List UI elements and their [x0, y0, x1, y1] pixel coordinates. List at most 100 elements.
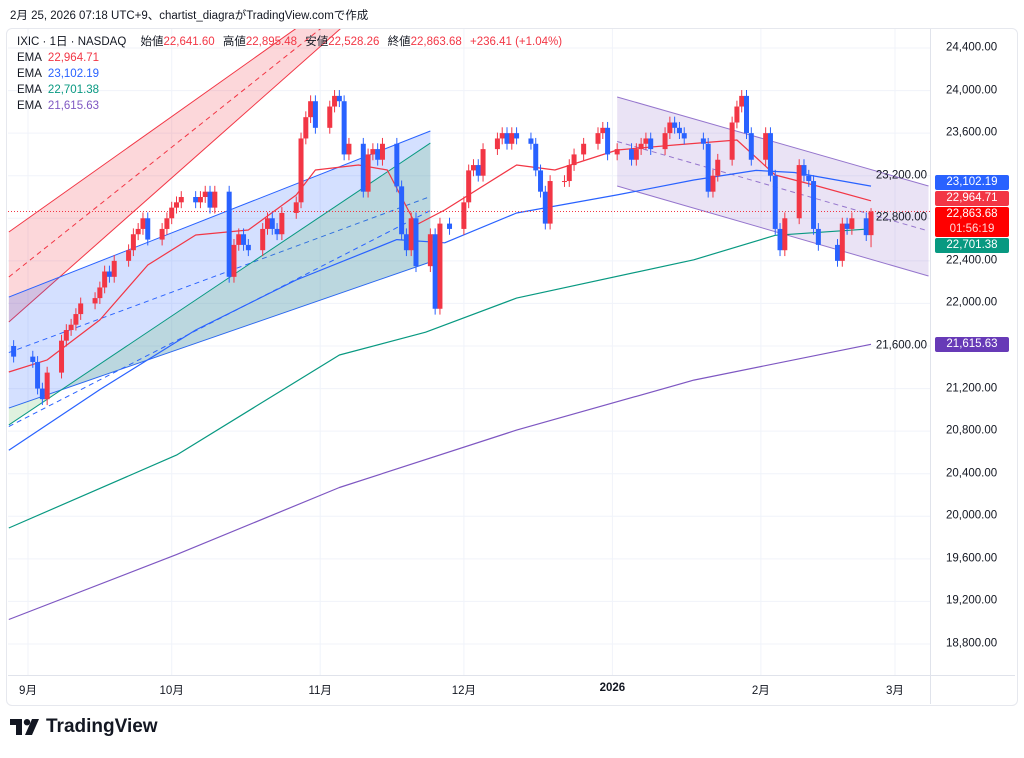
candle-body: [672, 122, 678, 128]
candle: [648, 132, 654, 155]
candle-body: [629, 149, 635, 160]
candle: [581, 137, 587, 161]
channel-upper-line: [8, 29, 297, 233]
candle: [126, 244, 132, 267]
candle: [629, 143, 635, 166]
candle-body: [265, 218, 270, 229]
channel-midline: [8, 196, 431, 354]
candle-body: [394, 143, 400, 187]
candle: [643, 132, 649, 150]
candle: [528, 132, 534, 150]
candle: [92, 292, 98, 310]
candle-body: [638, 143, 644, 150]
candle-body: [269, 218, 275, 229]
candle: [811, 175, 817, 235]
candle-body: [504, 133, 510, 144]
candle-body: [173, 202, 179, 208]
candle-body: [92, 298, 98, 304]
candle-body: [130, 234, 136, 251]
candle-body: [676, 127, 682, 134]
candle-body: [595, 133, 601, 144]
legend: IXIC · 1日 · NASDAQ 始値22,641.60 高値22,895.…: [17, 34, 562, 114]
candles: [11, 90, 874, 406]
ema-line-2: [8, 169, 872, 451]
change-value: +236.41 (+1.04%): [469, 36, 563, 48]
candle-body: [102, 271, 108, 288]
candle-body: [399, 186, 405, 235]
candle-body: [566, 165, 572, 182]
candle-body: [303, 117, 309, 139]
candle: [868, 208, 874, 248]
candle: [480, 143, 486, 182]
y-tick-label: 22,800.00: [875, 211, 927, 224]
candle-body: [614, 149, 620, 155]
candle-body: [207, 191, 213, 208]
symbol-label[interactable]: IXIC · 1日 · NASDAQ: [17, 36, 127, 48]
price-label-value: 22,701.38: [946, 238, 998, 251]
candle: [245, 239, 251, 257]
candle: [413, 212, 419, 273]
candle-body: [763, 133, 769, 160]
ema-label: EMA: [17, 52, 42, 64]
candle: [806, 169, 812, 187]
y-tick-label: 20,000.00: [946, 509, 998, 522]
price-label-value: 23,102.19: [946, 175, 998, 188]
price-label-value: 22,964.71: [946, 191, 998, 204]
candle-body: [849, 218, 855, 229]
drawings: [8, 29, 929, 427]
candle-body: [432, 234, 438, 309]
candle: [777, 223, 783, 257]
candle: [499, 127, 505, 145]
candle-body: [767, 133, 773, 176]
candle-body: [705, 143, 711, 192]
x-tick-label: 11月: [308, 685, 332, 697]
ema-value: 21,615.63: [47, 100, 100, 112]
open-label: 始値: [140, 36, 164, 48]
candle: [796, 159, 802, 225]
candle-body: [236, 234, 242, 245]
candle: [729, 116, 735, 166]
candle: [336, 90, 342, 108]
grid: [8, 29, 1015, 704]
candle: [35, 356, 41, 395]
tradingview-logo[interactable]: TradingView: [10, 716, 158, 738]
candle-body: [772, 175, 778, 229]
candle-body: [159, 228, 165, 240]
chart-caption: 2月 25, 2026 07:18 UTC+9、chartist_diagraが…: [10, 10, 369, 22]
candle: [662, 127, 668, 155]
candle: [265, 212, 270, 235]
candle: [360, 137, 366, 198]
candle: [561, 175, 567, 187]
candle-body: [126, 250, 132, 261]
candle: [197, 191, 203, 209]
candle-body: [547, 181, 553, 224]
candle: [739, 90, 745, 113]
candle: [835, 239, 841, 267]
candle: [327, 100, 333, 134]
ema-value: 23,102.19: [47, 68, 100, 80]
y-tick-label: 21,200.00: [946, 382, 998, 395]
candle-body: [327, 106, 333, 128]
candle: [231, 239, 237, 283]
candle-body: [78, 303, 84, 315]
candle-body: [63, 330, 69, 341]
candle-body: [193, 196, 199, 203]
candle: [135, 223, 141, 241]
candle-body: [298, 138, 304, 203]
candle: [571, 148, 577, 171]
candle-body: [379, 143, 385, 160]
channel-upper-line: [8, 130, 431, 298]
candle-body: [370, 149, 376, 155]
candle: [379, 137, 385, 166]
candle-body: [480, 149, 486, 176]
candle-body: [336, 95, 342, 102]
candle-body: [739, 95, 745, 107]
candle-body: [30, 356, 36, 362]
candle-body: [581, 143, 587, 155]
y-tick-label: 20,800.00: [946, 424, 998, 437]
candle: [408, 212, 414, 257]
candle: [767, 127, 773, 182]
candle-body: [59, 340, 65, 373]
candle-body: [111, 260, 117, 277]
